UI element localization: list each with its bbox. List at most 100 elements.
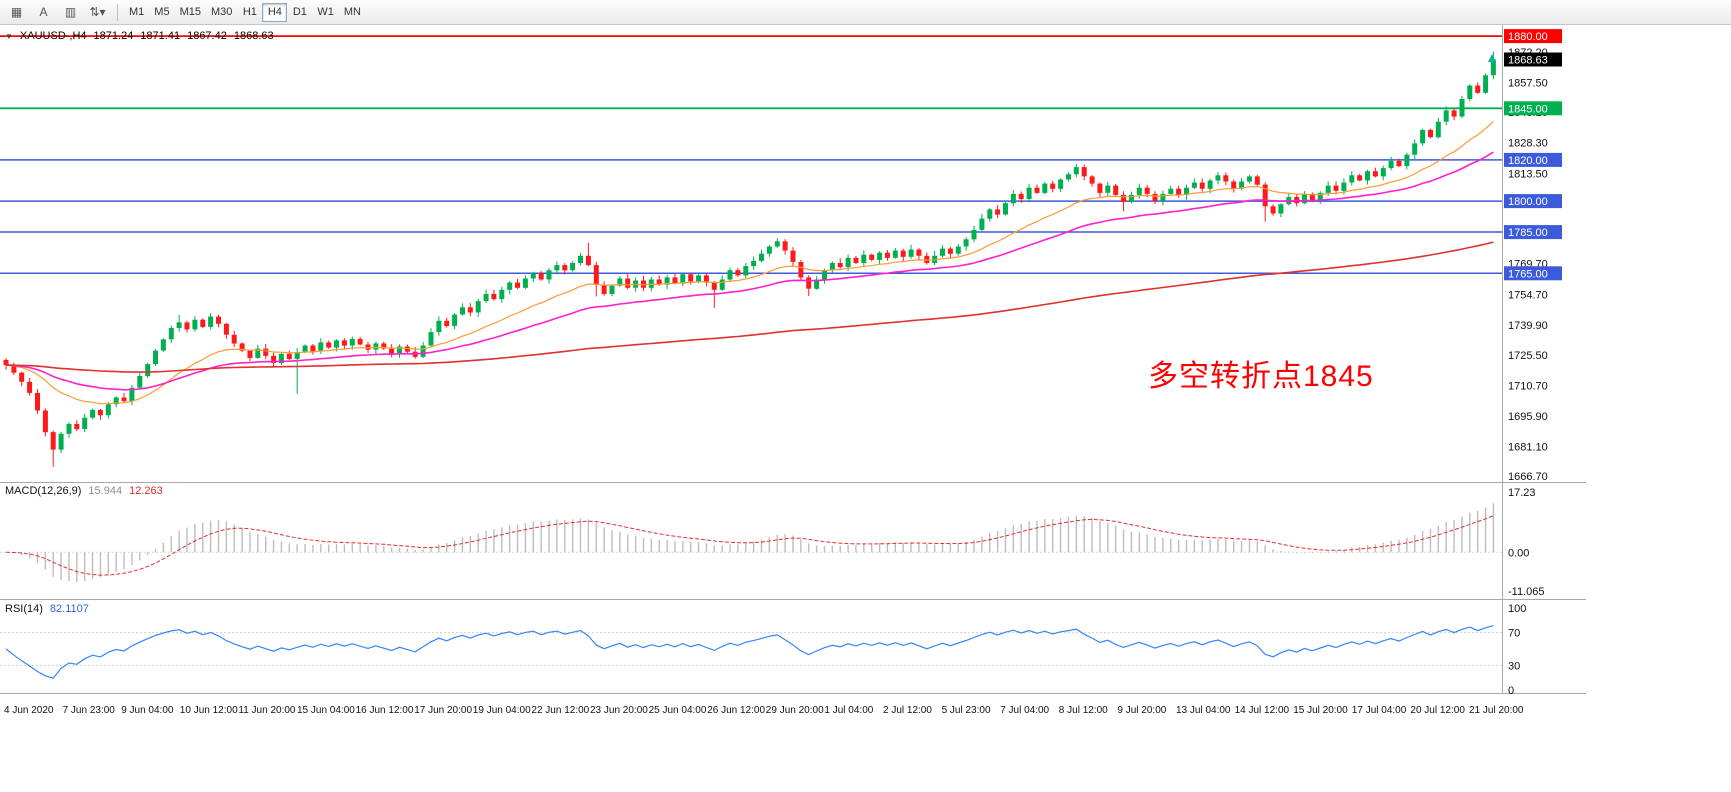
candlestick-chart-icon[interactable]: ▥: [64, 5, 77, 19]
chart-annotation-text: 多空转折点1845: [1148, 360, 1374, 393]
time-axis-label: 19 Jun 04:00: [473, 705, 531, 716]
time-axis-label: 21 Jul 20:00: [1469, 705, 1524, 716]
price-axis: 1872.201857.501843.101828.301813.501769.…: [1504, 29, 1562, 697]
macd-main-value: 15.944: [88, 485, 123, 497]
macd-tick: -11.065: [1508, 586, 1545, 598]
macd-signal-line: [5, 515, 1494, 576]
collapse-indicator-icon[interactable]: ▼: [5, 31, 13, 41]
ohlc-high: 1871.41: [140, 30, 181, 42]
macd-label: MACD(12,26,9): [5, 485, 82, 497]
time-axis-label: 25 Jun 04:00: [649, 705, 707, 716]
macd-tick: 17.23: [1508, 487, 1536, 499]
rsi-tick: 70: [1508, 628, 1520, 640]
timeframe-button-h1[interactable]: H1: [237, 3, 262, 22]
time-axis-label: 26 Jun 12:00: [707, 705, 765, 716]
time-axis-label: 17 Jun 20:00: [414, 705, 472, 716]
axis-label-text: 1880.00: [1508, 31, 1548, 43]
current-price-label: [1504, 52, 1562, 67]
grid-icon[interactable]: ▦: [10, 5, 23, 19]
price-tick: 1828.30: [1508, 138, 1548, 150]
axis-label-1820.00: [1504, 152, 1562, 167]
rsi-line: [5, 625, 1494, 679]
chart-window: 1872.201857.501843.101828.301813.501769.…: [0, 25, 1586, 755]
time-axis-label: 10 Jun 12:00: [180, 705, 238, 716]
time-axis-label: 29 Jun 20:00: [766, 705, 824, 716]
timeframe-button-m5[interactable]: M5: [149, 3, 174, 22]
axis-label-text: 1820.00: [1508, 155, 1548, 167]
axis-label-text: 1785.00: [1508, 227, 1548, 239]
axis-label-1765.00: [1504, 266, 1562, 281]
price-tick: 1710.70: [1508, 380, 1548, 392]
time-axis-label: 9 Jun 04:00: [121, 705, 174, 716]
current-price-text: 1868.63: [1508, 55, 1548, 67]
time-axis-label: 16 Jun 12:00: [356, 705, 414, 716]
axis-label-text: 1845.00: [1508, 103, 1548, 115]
ohlc-close: 1868.63: [233, 30, 274, 42]
scale-dropdown-icon[interactable]: ⇅▾: [89, 5, 106, 19]
axis-label-1845.00: [1504, 101, 1562, 116]
trade-arrow-icon: [1488, 54, 1496, 62]
axis-label-text: 1800.00: [1508, 196, 1548, 208]
symbol-header: ▼ XAUUSD-,H4 1871.24 1871.41 1867.42 186…: [5, 30, 274, 42]
price-tick: 1695.90: [1508, 411, 1548, 423]
macd-tick: 0.00: [1508, 547, 1529, 559]
axis-label-1800.00: [1504, 194, 1562, 209]
ma-fast-line: [5, 120, 1494, 405]
timeframe-button-w1[interactable]: W1: [312, 3, 339, 22]
ohlc-open: 1871.24: [93, 30, 134, 42]
time-axis-label: 17 Jul 04:00: [1352, 705, 1407, 716]
price-tick: 1666.70: [1508, 471, 1548, 483]
macd-header: MACD(12,26,9) 15.944 12.263: [5, 485, 163, 497]
time-axis-label: 8 Jul 12:00: [1059, 705, 1108, 716]
rsi-tick: 100: [1508, 603, 1526, 615]
time-axis-label: 14 Jul 12:00: [1235, 705, 1290, 716]
time-axis-label: 4 Jun 2020: [4, 705, 54, 716]
timeframe-button-m30[interactable]: M30: [206, 3, 237, 22]
macd-signal-value: 12.263: [129, 485, 163, 497]
timeframe-button-m15[interactable]: M15: [175, 3, 206, 22]
time-axis-label: 11 Jun 20:00: [238, 705, 296, 716]
time-axis-label: 1 Jul 04:00: [824, 705, 873, 716]
timeframe-button-m1[interactable]: M1: [124, 3, 149, 22]
candles-layer: [3, 51, 1496, 467]
time-axis-label: 23 Jun 20:00: [590, 705, 648, 716]
price-tick: 1857.50: [1508, 78, 1548, 90]
time-axis: 4 Jun 2020 7 Jun 23:00 9 Jun 04:00 10 Jun 1…: [4, 705, 1524, 716]
rsi-label: RSI(14): [5, 603, 43, 615]
price-tick: 1739.90: [1508, 320, 1548, 332]
time-axis-label: 7 Jun 23:00: [63, 705, 116, 716]
timeframe-button-d1[interactable]: D1: [287, 3, 312, 22]
timeframe-buttons: M1 M5 M15 M30 H1 H4 D1 W1 MN: [124, 2, 366, 22]
ohlc-low: 1867.42: [187, 30, 227, 42]
time-axis-label: 7 Jul 04:00: [1000, 705, 1049, 716]
time-axis-label: 9 Jul 20:00: [1117, 705, 1166, 716]
toolbar-icons: ▦ A ▥ ⇅▾: [3, 1, 111, 23]
toolbar-separator: [117, 3, 118, 21]
text-tool-icon[interactable]: A: [39, 5, 48, 19]
price-tick: 1681.10: [1508, 441, 1548, 453]
toolbar: ▦ A ▥ ⇅▾ M1 M5 M15 M30 H1 H4 D1 W1 MN: [0, 0, 1731, 25]
rsi-tick: 30: [1508, 660, 1520, 672]
axis-label-text: 1765.00: [1508, 268, 1548, 280]
symbol-title: XAUUSD-,H4: [19, 30, 87, 42]
time-axis-label: 22 Jun 12:00: [531, 705, 589, 716]
rsi-value: 82.1107: [49, 603, 89, 615]
ma-slow-line: [5, 241, 1494, 373]
time-axis-label: 2 Jul 12:00: [883, 705, 932, 716]
price-tick: 1813.50: [1508, 168, 1548, 180]
rsi-tick: 0: [1508, 685, 1514, 697]
chart-canvas[interactable]: 1872.201857.501843.101828.301813.501769.…: [0, 25, 1586, 725]
time-axis-label: 5 Jul 23:00: [942, 705, 991, 716]
price-tick: 1725.50: [1508, 350, 1548, 362]
price-tick: 1754.70: [1508, 290, 1548, 302]
time-axis-label: 13 Jul 04:00: [1176, 705, 1231, 716]
rsi-header: RSI(14) 82.1107: [5, 603, 89, 615]
levels-layer: [0, 35, 1502, 275]
timeframe-button-mn[interactable]: MN: [339, 3, 366, 22]
time-axis-label: 20 Jul 12:00: [1410, 705, 1465, 716]
timeframe-button-h4[interactable]: H4: [262, 2, 288, 22]
axis-label-1880.00: [1504, 29, 1562, 44]
time-axis-label: 15 Jul 20:00: [1293, 705, 1348, 716]
axis-label-1785.00: [1504, 225, 1562, 240]
